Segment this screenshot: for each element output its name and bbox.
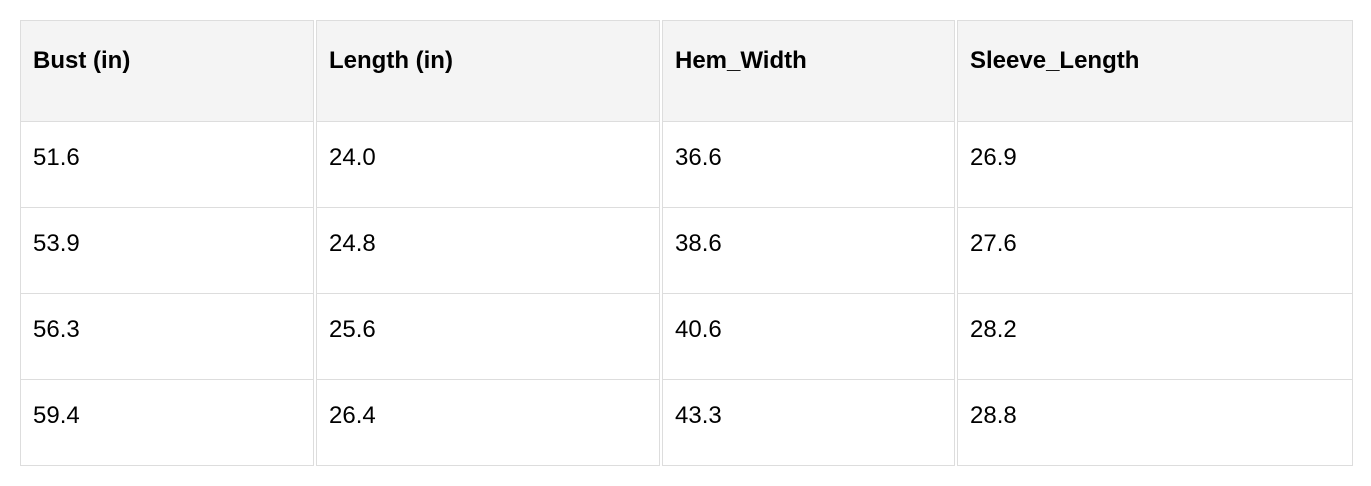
cell: 59.4	[20, 380, 314, 466]
cell: 40.6	[662, 294, 955, 380]
cell: 56.3	[20, 294, 314, 380]
cell: 53.9	[20, 208, 314, 294]
table-row: 56.3 25.6 40.6 28.2	[20, 294, 1353, 380]
cell: 27.6	[957, 208, 1353, 294]
cell: 24.0	[316, 122, 660, 208]
cell: 24.8	[316, 208, 660, 294]
cell: 38.6	[662, 208, 955, 294]
size-table: Bust (in) Length (in) Hem_Width Sleeve_L…	[18, 20, 1355, 466]
header-row: Bust (in) Length (in) Hem_Width Sleeve_L…	[20, 20, 1353, 122]
cell: 36.6	[662, 122, 955, 208]
table-row: 51.6 24.0 36.6 26.9	[20, 122, 1353, 208]
cell: 26.4	[316, 380, 660, 466]
header-hem-width: Hem_Width	[662, 20, 955, 122]
header-length: Length (in)	[316, 20, 660, 122]
table-row: 53.9 24.8 38.6 27.6	[20, 208, 1353, 294]
header-bust: Bust (in)	[20, 20, 314, 122]
table-row: 59.4 26.4 43.3 28.8	[20, 380, 1353, 466]
cell: 51.6	[20, 122, 314, 208]
cell: 26.9	[957, 122, 1353, 208]
cell: 28.8	[957, 380, 1353, 466]
cell: 43.3	[662, 380, 955, 466]
cell: 28.2	[957, 294, 1353, 380]
cell: 25.6	[316, 294, 660, 380]
header-sleeve-length: Sleeve_Length	[957, 20, 1353, 122]
